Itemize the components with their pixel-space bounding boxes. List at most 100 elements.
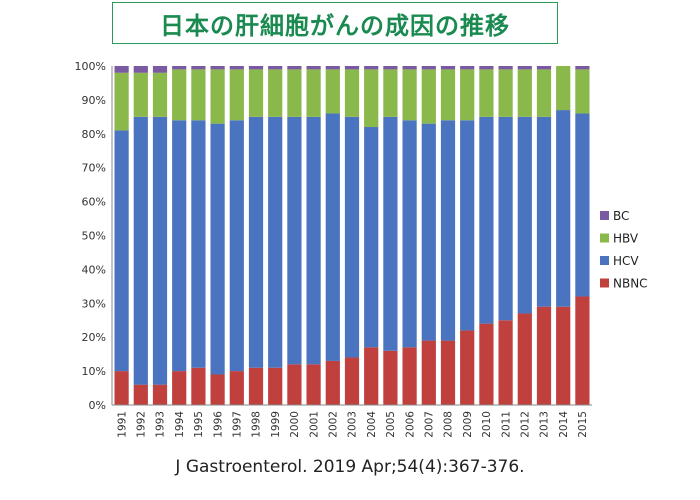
- bar-nbnc-1994: [172, 371, 187, 405]
- bar-hbv-2011: [498, 69, 513, 117]
- bar-hcv-2014: [556, 110, 571, 307]
- bar-bc-1995: [191, 66, 206, 70]
- bar-bc-2011: [498, 66, 513, 70]
- bar-hcv-2007: [421, 123, 436, 341]
- bar-nbnc-2004: [364, 347, 379, 405]
- x-tick-label: 2013: [539, 411, 551, 438]
- bar-nbnc-1993: [152, 384, 168, 405]
- bar-nbnc-1991: [114, 371, 129, 405]
- x-tick-label: 2007: [423, 411, 435, 438]
- bar-bc-2003: [344, 66, 360, 70]
- bar-hcv-1999: [268, 116, 283, 368]
- x-tick-label: 1998: [251, 411, 263, 438]
- legend-swatch-bc: [600, 211, 609, 220]
- bar-hbv-2002: [325, 69, 340, 114]
- bar-nbnc-2005: [383, 350, 398, 405]
- x-tick-label: 1991: [116, 411, 128, 438]
- legend-swatch-hcv: [600, 256, 609, 265]
- bar-bc-2010: [479, 66, 494, 70]
- bar-nbnc-2013: [536, 306, 552, 405]
- x-tick-label: 2009: [462, 411, 474, 438]
- y-tick-label: 60%: [82, 196, 106, 209]
- bar-nbnc-2002: [325, 360, 340, 405]
- x-tick-label: 1994: [174, 411, 186, 438]
- bar-hbv-1995: [191, 69, 206, 121]
- bar-hcv-1997: [229, 120, 244, 372]
- legend-swatch-hbv: [600, 233, 609, 243]
- y-tick-label: 90%: [82, 94, 106, 107]
- bar-bc-2002: [325, 66, 340, 70]
- bar-bc-1993: [152, 66, 168, 73]
- bar-hbv-2013: [536, 69, 552, 117]
- legend-label-bc: BC: [613, 209, 629, 223]
- bar-bc-2004: [364, 66, 379, 70]
- x-tick-label: 1996: [212, 411, 224, 438]
- bar-bc-1997: [229, 66, 244, 70]
- bar-nbnc-2006: [402, 347, 417, 405]
- bar-bc-2008: [440, 66, 456, 70]
- bar-hbv-2008: [440, 69, 456, 121]
- x-tick-label: 2010: [481, 411, 493, 438]
- bar-nbnc-2003: [344, 357, 360, 405]
- bar-hbv-1994: [172, 69, 187, 121]
- bar-hcv-2010: [479, 116, 494, 324]
- chart-title-box: 日本の肝細胞がんの成因の推移: [112, 2, 558, 44]
- bar-hbv-2015: [575, 69, 590, 114]
- y-tick-label: 30%: [82, 297, 106, 310]
- legend-label-hcv: HCV: [613, 254, 639, 268]
- legend-label-nbnc: NBNC: [613, 277, 648, 291]
- y-tick-label: 0%: [89, 399, 106, 412]
- x-tick-label: 2012: [519, 411, 531, 438]
- legend-swatch-nbnc: [600, 278, 609, 288]
- bar-nbnc-2010: [479, 323, 494, 405]
- bar-hbv-1993: [152, 72, 168, 117]
- bar-hcv-2005: [383, 116, 398, 351]
- bar-nbnc-2011: [498, 320, 513, 405]
- bar-hbv-1992: [133, 72, 148, 117]
- bar-nbnc-1992: [133, 384, 148, 405]
- bar-hbv-2014: [556, 66, 571, 111]
- bar-hbv-2005: [383, 69, 398, 117]
- bar-nbnc-2015: [575, 296, 590, 405]
- bar-hcv-2006: [402, 120, 417, 348]
- y-tick-label: 50%: [82, 230, 106, 243]
- bar-hbv-1999: [268, 69, 283, 117]
- x-tick-label: 1997: [231, 411, 243, 438]
- bar-hcv-2001: [306, 116, 321, 365]
- bar-bc-1991: [114, 66, 129, 73]
- bar-hbv-1998: [248, 69, 264, 117]
- bar-hcv-2013: [536, 116, 552, 307]
- x-tick-label: 1993: [155, 411, 167, 438]
- legend-label-hbv: HBV: [613, 232, 639, 246]
- bar-bc-2006: [402, 66, 417, 70]
- bar-hcv-2003: [344, 116, 360, 358]
- bar-nbnc-1995: [191, 367, 206, 405]
- x-tick-label: 2008: [443, 411, 455, 438]
- x-tick-label: 2011: [500, 411, 512, 438]
- bar-bc-1996: [210, 66, 225, 70]
- bar-nbnc-2008: [440, 340, 456, 405]
- bar-nbnc-2007: [421, 340, 436, 405]
- bar-hcv-1996: [210, 123, 225, 375]
- bar-nbnc-2009: [460, 330, 475, 405]
- bar-bc-1992: [133, 66, 148, 73]
- bar-nbnc-1998: [248, 367, 264, 405]
- x-tick-label: 2002: [327, 411, 339, 438]
- y-tick-label: 70%: [82, 162, 106, 175]
- bar-nbnc-1997: [229, 371, 244, 405]
- bar-hcv-2015: [575, 113, 590, 297]
- bar-bc-2009: [460, 66, 475, 70]
- bar-bc-2007: [421, 66, 436, 70]
- bar-bc-1994: [172, 66, 187, 70]
- bar-hbv-2007: [421, 69, 436, 124]
- bar-hbv-2012: [517, 69, 532, 117]
- bar-hbv-1996: [210, 69, 225, 124]
- chart-title: 日本の肝細胞がんの成因の推移: [160, 11, 510, 40]
- bar-hbv-1991: [114, 72, 129, 131]
- bar-nbnc-1999: [268, 367, 283, 405]
- bar-nbnc-2012: [517, 313, 532, 405]
- bar-hbv-2009: [460, 69, 475, 121]
- bar-hcv-2009: [460, 120, 475, 331]
- x-tick-label: 1999: [270, 411, 282, 438]
- bar-hcv-2011: [498, 116, 513, 321]
